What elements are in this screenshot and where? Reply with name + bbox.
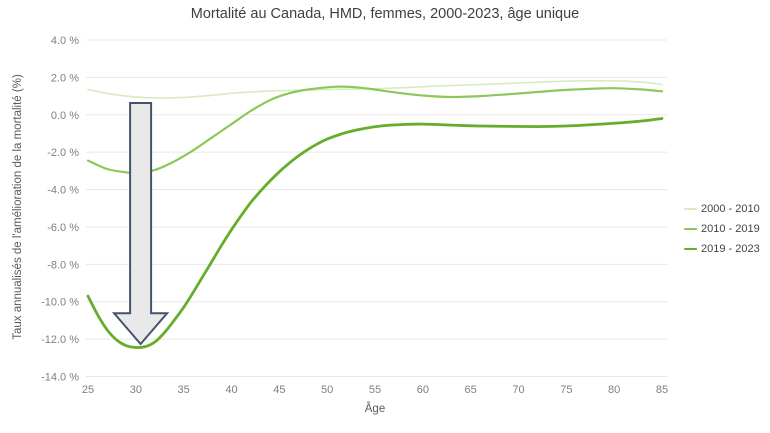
x-tick-label: 25 <box>82 384 94 396</box>
x-tick-label: 85 <box>656 384 668 396</box>
down-arrow-annotation <box>111 102 170 346</box>
y-axis-title: Taux annualisés de l'amélioration de la … <box>12 74 24 340</box>
x-tick-label: 50 <box>321 384 333 396</box>
legend-label: 2019 - 2023 <box>701 243 760 255</box>
x-tick-label: 75 <box>560 384 572 396</box>
x-tick-label: 35 <box>178 384 190 396</box>
legend-swatch-icon <box>684 248 697 250</box>
y-tick-label: 2.0 % <box>51 72 79 84</box>
y-tick-label: -14.0 % <box>41 372 79 384</box>
y-tick-label: 4.0 % <box>51 35 79 47</box>
x-tick-label: 30 <box>130 384 142 396</box>
legend-item: 2019 - 2023 <box>684 239 760 259</box>
y-tick-label: -4.0 % <box>47 185 79 197</box>
legend-label: 2010 - 2019 <box>701 223 760 235</box>
x-tick-label: 70 <box>512 384 524 396</box>
series-line-2019-2023 <box>86 117 664 349</box>
x-axis-title: Âge <box>364 403 386 415</box>
legend-item: 2010 - 2019 <box>684 219 760 239</box>
x-tick-label: 40 <box>225 384 237 396</box>
y-tick-label: -2.0 % <box>47 147 79 159</box>
legend-item: 2000 - 2010 <box>684 199 760 219</box>
y-tick-label: -8.0 % <box>47 259 79 271</box>
x-tick-label: 55 <box>369 384 381 396</box>
chart-title: Mortalité au Canada, HMD, femmes, 2000-2… <box>190 6 580 22</box>
y-tick-label: 0.0 % <box>51 110 79 122</box>
legend-swatch-icon <box>684 228 697 230</box>
y-tick-label: -6.0 % <box>47 222 79 234</box>
x-tick-label: 45 <box>273 384 285 396</box>
y-tick-label: -12.0 % <box>41 334 79 346</box>
x-tick-label: 60 <box>417 384 429 396</box>
legend-swatch-icon <box>684 208 697 210</box>
series-line-2000-2010 <box>87 79 663 99</box>
x-tick-label: 65 <box>465 384 477 396</box>
x-tick-label: 80 <box>608 384 620 396</box>
legend-label: 2000 - 2010 <box>701 203 760 215</box>
legend: 2000 - 2010 2010 - 2019 2019 - 2023 <box>684 199 760 259</box>
y-tick-label: -10.0 % <box>41 297 79 309</box>
series-line-2010-2019 <box>86 85 664 175</box>
